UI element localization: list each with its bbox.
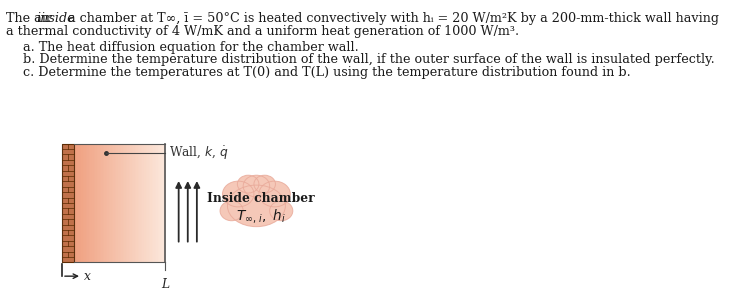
Ellipse shape [259,181,290,207]
Bar [124,143,126,262]
Bar [93,143,96,262]
Ellipse shape [222,181,254,207]
Bar [98,143,100,262]
Bar [153,143,155,262]
Bar [118,143,120,262]
Bar [149,143,151,262]
Bar [80,143,81,262]
Bar [74,143,75,262]
Bar [104,143,106,262]
Bar [100,143,102,262]
Bar [156,143,158,262]
Bar [135,143,137,262]
Bar [155,143,157,262]
Bar [129,143,130,262]
Bar [139,143,142,262]
Bar [138,143,140,262]
Text: c. Determine the temperatures at T(0) and T(L) using the temperature distributio: c. Determine the temperatures at T(0) an… [23,66,631,79]
Bar [150,143,152,262]
Bar [113,143,115,262]
Bar [120,143,121,262]
Bar [95,143,97,262]
Bar [147,143,149,262]
Bar [116,143,118,262]
Bar [89,143,91,262]
Text: $T_{\infty,\,i},\;h_i$: $T_{\infty,\,i},\;h_i$ [236,207,285,225]
Text: Inside chamber: Inside chamber [207,193,314,206]
Ellipse shape [220,201,244,221]
Bar [126,143,127,262]
Bar [84,143,87,262]
Bar [78,143,80,262]
Bar [123,143,124,262]
Bar [127,143,129,262]
Text: L: L [161,278,170,291]
Bar [144,143,146,262]
Text: The air: The air [6,12,56,25]
Bar [75,143,77,262]
Bar [92,143,94,262]
Bar [159,143,161,262]
Bar [103,143,105,262]
Bar [109,143,111,262]
Text: a. The heat diffusion equation for the chamber wall.: a. The heat diffusion equation for the c… [23,41,359,54]
Bar [86,143,88,262]
Bar [81,143,83,262]
Ellipse shape [238,175,259,193]
Bar [133,143,135,262]
Ellipse shape [270,201,293,221]
Bar [162,143,164,262]
Bar [152,143,154,262]
Bar [101,143,103,262]
Bar [161,143,163,262]
Bar [107,143,109,262]
Bar [164,143,166,262]
Ellipse shape [244,175,270,197]
Bar [115,143,117,262]
Bar [146,143,148,262]
Text: Wall, $k$, $\dot{q}$: Wall, $k$, $\dot{q}$ [169,145,228,162]
Bar [106,143,108,262]
Bar [121,143,123,262]
Bar [83,143,84,262]
Text: x: x [84,270,91,283]
Bar [141,143,143,262]
Ellipse shape [228,185,285,227]
Text: inside: inside [36,12,75,25]
Bar [110,143,112,262]
Bar [90,143,93,262]
Bar [130,143,132,262]
Bar [158,143,160,262]
Bar [62,143,74,262]
Ellipse shape [254,175,275,193]
Text: b. Determine the temperature distribution of the wall, if the outer surface of t: b. Determine the temperature distributio… [23,54,715,66]
Bar [97,143,99,262]
Bar [87,143,90,262]
Bar [112,143,114,262]
Bar [77,143,78,262]
Bar [136,143,139,262]
Text: a chamber at T∞, ī = 50°C is heated convectively with hᵢ = 20 W/m²K by a 200-mm-: a chamber at T∞, ī = 50°C is heated conv… [63,12,719,25]
Bar [143,143,145,262]
Bar [132,143,133,262]
Text: a thermal conductivity of 4 W/mK and a uniform heat generation of 1000 W/m³.: a thermal conductivity of 4 W/mK and a u… [6,25,519,38]
